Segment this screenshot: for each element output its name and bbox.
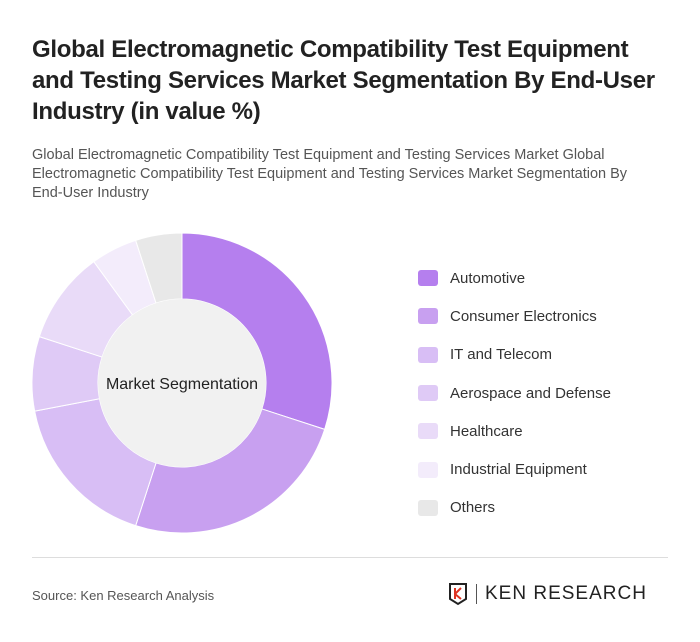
slice-consumer-electronics [135,408,326,534]
legend-label: Industrial Equipment [450,461,587,479]
legend-swatch [418,423,438,440]
legend-item: Healthcare [418,412,611,450]
legend-item: Industrial Equipment [418,450,611,488]
legend-label: Automotive [450,269,526,287]
legend-label: Others [450,499,496,517]
legend-swatch [418,346,438,363]
legend-item: Consumer Electronics [418,297,611,335]
legend-label: Aerospace and Defense [450,384,611,402]
chart-title: Global Electromagnetic Compatibility Tes… [32,36,655,125]
legend-label: IT and Telecom [450,346,553,364]
legend-label: Consumer Electronics [450,307,597,325]
legend-item: Aerospace and Defense [418,374,611,412]
legend-swatch [418,308,438,325]
legend-item: Automotive [418,259,611,297]
donut-chart: Market Segmentation [31,232,333,534]
legend-item: IT and Telecom [418,336,611,374]
chart-subtitle: Global Electromagnetic Compatibility Tes… [32,147,628,201]
legend-swatch [418,270,438,287]
legend-swatch [418,385,438,402]
logo-shield-icon [449,583,467,606]
logo-text: KEN RESEARCH [476,584,647,604]
legend-swatch [418,461,438,478]
legend-swatch [418,499,438,516]
ken-research-logo: KEN RESEARCH [448,582,647,606]
source-note: Source: Ken Research Analysis [32,588,215,603]
legend-label: Healthcare [450,422,523,440]
donut-center [98,299,266,467]
divider [32,557,668,558]
center-label: Market Segmentation [106,376,258,393]
legend: Automotive Consumer Electronics IT and Tel… [418,259,611,527]
legend-item: Others [418,489,611,527]
